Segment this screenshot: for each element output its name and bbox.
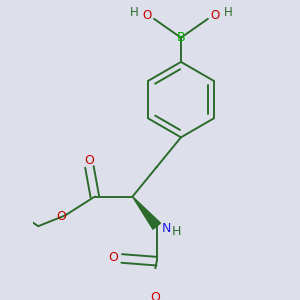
Text: O: O	[109, 250, 118, 264]
Text: O: O	[56, 210, 66, 223]
Text: H: H	[224, 6, 233, 19]
Text: B: B	[177, 31, 185, 44]
Text: O: O	[143, 9, 152, 22]
Text: O: O	[210, 9, 219, 22]
Text: H: H	[172, 224, 182, 238]
Polygon shape	[133, 196, 160, 229]
Text: O: O	[150, 291, 160, 300]
Text: N: N	[161, 222, 171, 236]
Text: O: O	[85, 154, 94, 167]
Text: H: H	[130, 6, 138, 19]
